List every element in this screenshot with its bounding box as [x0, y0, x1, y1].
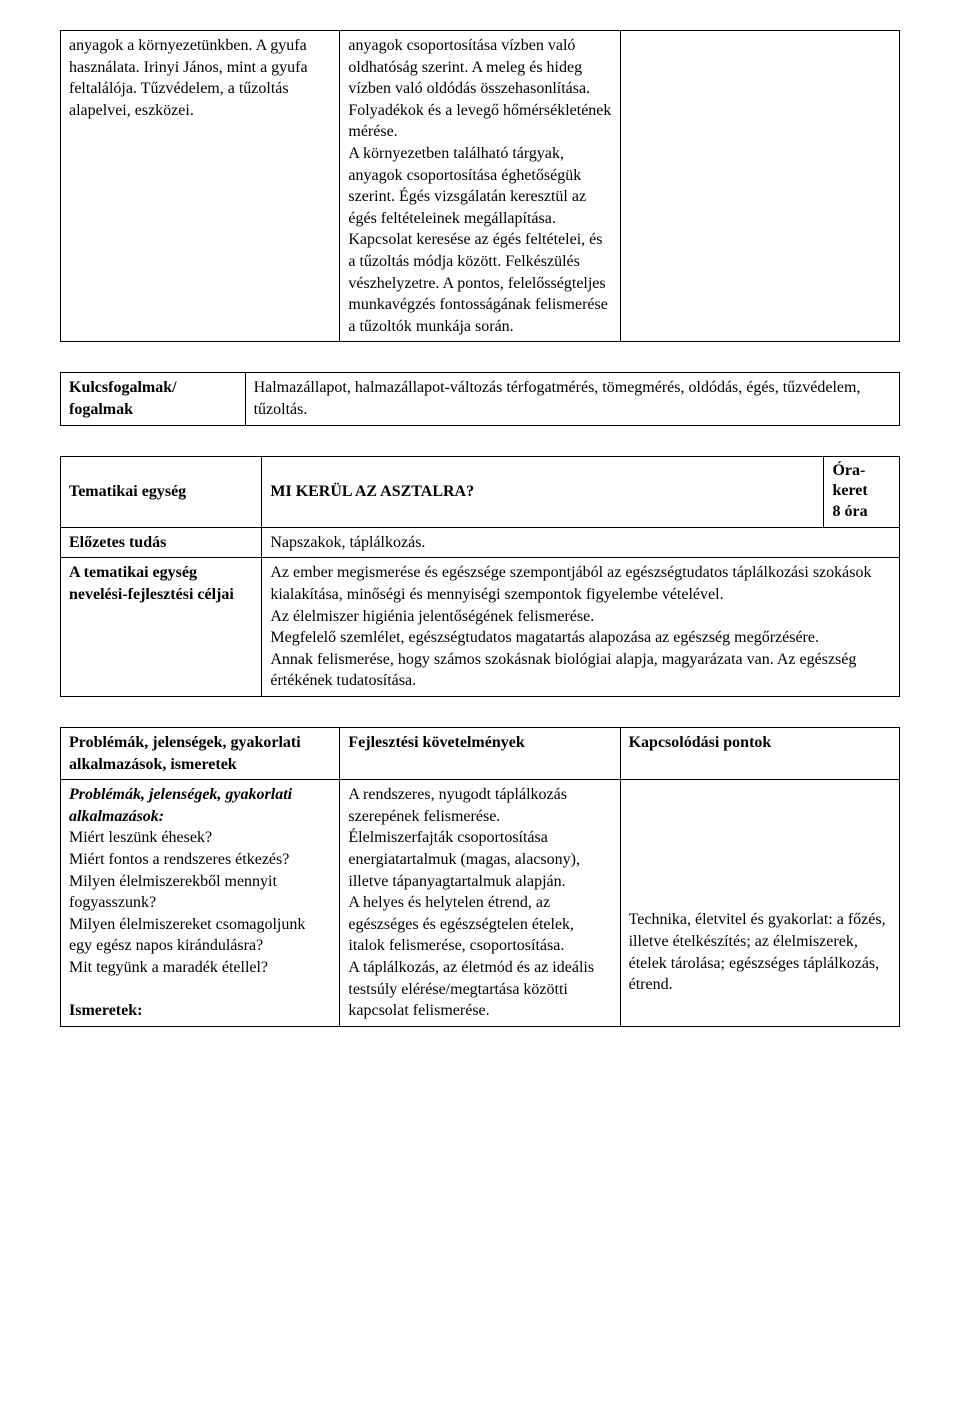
table1-col3 [620, 31, 899, 342]
goals-content: Az ember megismerése és egészsége szempo… [262, 558, 900, 697]
problems-subhead-c: Ismeretek: [69, 1002, 142, 1019]
problems-subhead-a: Problémák, jelenségek, gyakorlati alkalm… [69, 786, 292, 825]
prior-knowledge-content: Napszakok, táplálkozás. [262, 527, 900, 558]
problems-row1-col3: Technika, életvitel és gyakorlat: a főzé… [620, 780, 899, 1027]
problems-row1-col2: A rendszeres, nyugodt táplálkozás szerep… [340, 780, 620, 1027]
table-problems: Problémák, jelenségek, gyakorlati alkalm… [60, 727, 900, 1027]
goals-label: A tematikai egység nevelési-fejlesztési … [61, 558, 262, 697]
thematic-unit-title: MI KERÜL AZ ASZTALRA? [262, 456, 824, 527]
problems-body-b: Miért leszünk éhesek? Miért fontos a ren… [69, 829, 305, 976]
thematic-unit-label: Tematikai egység [61, 456, 262, 527]
table1-col2: anyagok csoportosítása vízben való oldha… [340, 31, 620, 342]
keywords-label: Kulcsfogalmak/ fogalmak [61, 373, 246, 425]
problems-header-2: Fejlesztési követelmények [340, 728, 620, 780]
thematic-unit-hours: Óra- keret 8 óra [824, 456, 900, 527]
problems-header-1: Problémák, jelenségek, gyakorlati alkalm… [61, 728, 340, 780]
prior-knowledge-label: Előzetes tudás [61, 527, 262, 558]
table1-col1: anyagok a környezetünkben. A gyufa haszn… [61, 31, 340, 342]
problems-header-3: Kapcsolódási pontok [620, 728, 899, 780]
keywords-content: Halmazállapot, halmazállapot-változás té… [245, 373, 899, 425]
table-keywords: Kulcsfogalmak/ fogalmak Halmazállapot, h… [60, 372, 900, 425]
table-thematic-unit: Tematikai egység MI KERÜL AZ ASZTALRA? Ó… [60, 456, 900, 698]
problems-row1-col1: Problémák, jelenségek, gyakorlati alkalm… [61, 780, 340, 1027]
table-top: anyagok a környezetünkben. A gyufa haszn… [60, 30, 900, 342]
